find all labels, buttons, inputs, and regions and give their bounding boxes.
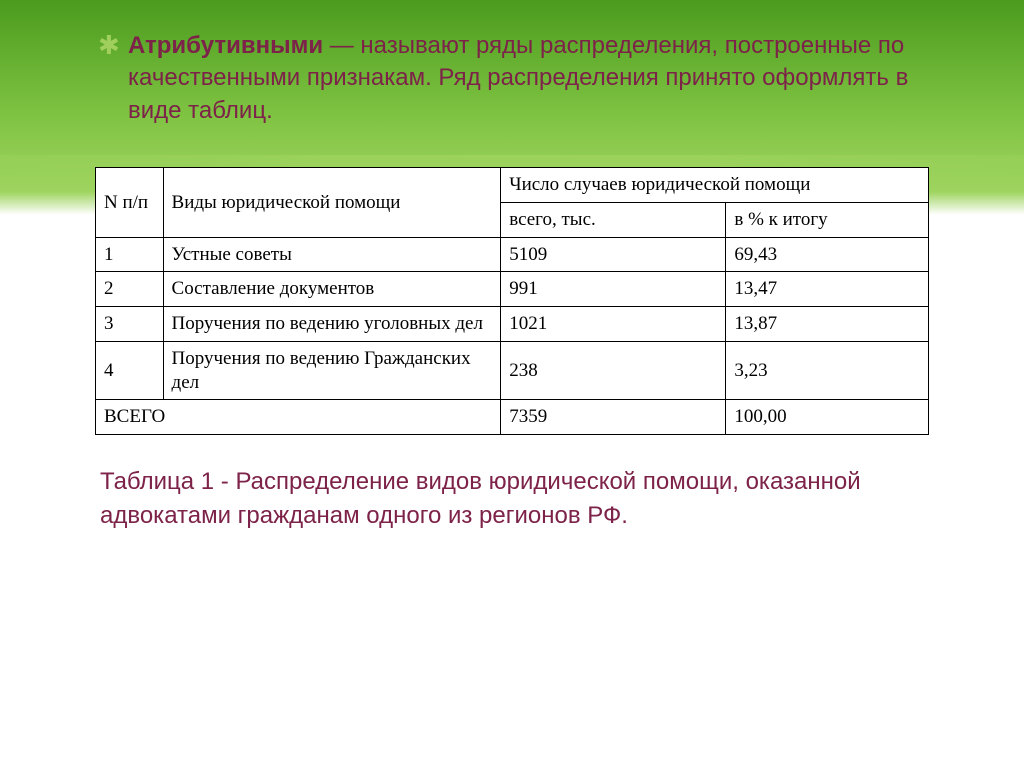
table-row: 4 Поручения по ведению Гражданских дел 2… — [96, 341, 929, 400]
cell-n: 2 — [96, 272, 164, 307]
cell-type: Составление документов — [163, 272, 501, 307]
footer-pct: 100,00 — [726, 400, 929, 435]
intro-bold: Атрибутивными — [128, 32, 323, 59]
header-type: Виды юридической помощи — [163, 168, 501, 238]
slide-content: ✱ Атрибутивными — называют ряды распреде… — [0, 0, 1024, 532]
table-row: 3 Поручения по ведению уголовных дел 102… — [96, 307, 929, 342]
cell-n: 4 — [96, 341, 164, 400]
cell-total: 238 — [501, 341, 726, 400]
intro-paragraph: ✱ Атрибутивными — называют ряды распреде… — [90, 30, 934, 127]
table-container: N п/п Виды юридической помощи Число случ… — [95, 167, 929, 435]
cell-total: 1021 — [501, 307, 726, 342]
footer-label: ВСЕГО — [96, 400, 501, 435]
distribution-table: N п/п Виды юридической помощи Число случ… — [95, 167, 929, 435]
table-caption: Таблица 1 - Распределение видов юридичес… — [90, 465, 934, 532]
asterisk-icon: ✱ — [98, 32, 120, 58]
header-n: N п/п — [96, 168, 164, 238]
cell-pct: 3,23 — [726, 341, 929, 400]
table-row: 2 Составление документов 991 13,47 — [96, 272, 929, 307]
cell-n: 1 — [96, 237, 164, 272]
cell-type: Устные советы — [163, 237, 501, 272]
cell-total: 5109 — [501, 237, 726, 272]
cell-type: Поручения по ведению Гражданских дел — [163, 341, 501, 400]
cell-total: 991 — [501, 272, 726, 307]
table-footer-row: ВСЕГО 7359 100,00 — [96, 400, 929, 435]
table-row: 1 Устные советы 5109 69,43 — [96, 237, 929, 272]
cell-pct: 69,43 — [726, 237, 929, 272]
slide: ✱ Атрибутивными — называют ряды распреде… — [0, 0, 1024, 767]
table-header-row-1: N п/п Виды юридической помощи Число случ… — [96, 168, 929, 203]
table-body: 1 Устные советы 5109 69,43 2 Составление… — [96, 237, 929, 435]
cell-type: Поручения по ведению уголовных дел — [163, 307, 501, 342]
header-cases: Число случаев юридической помощи — [501, 168, 929, 203]
cell-pct: 13,87 — [726, 307, 929, 342]
cell-n: 3 — [96, 307, 164, 342]
cell-pct: 13,47 — [726, 272, 929, 307]
header-total: всего, тыс. — [501, 202, 726, 237]
footer-total: 7359 — [501, 400, 726, 435]
header-pct: в % к итогу — [726, 202, 929, 237]
